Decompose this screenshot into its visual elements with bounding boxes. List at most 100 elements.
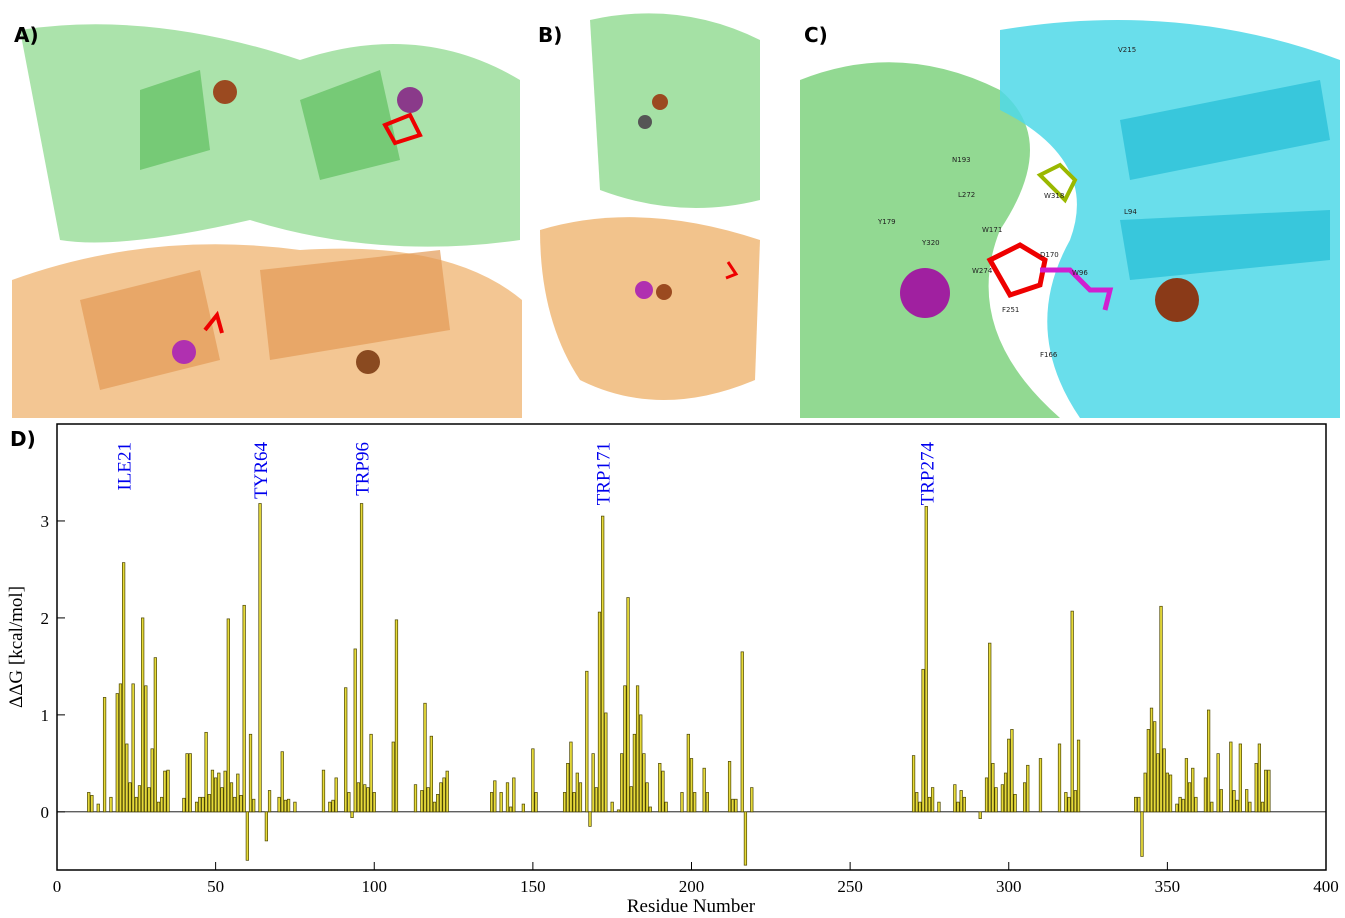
bar (743, 811, 748, 866)
bar (1064, 792, 1068, 813)
y-tick-label: 1 (41, 706, 50, 725)
annotation: TRP96 (353, 442, 374, 496)
bar (623, 685, 627, 813)
bar (1022, 782, 1027, 813)
bar (645, 782, 649, 813)
bar (632, 733, 637, 813)
bar (1013, 794, 1017, 813)
bar (1191, 767, 1195, 813)
bar (229, 782, 234, 813)
bar (426, 787, 430, 813)
bar (394, 619, 399, 813)
bar (372, 792, 376, 813)
residue-label: W96 (1072, 269, 1088, 277)
bar (1026, 764, 1030, 813)
bar (413, 784, 418, 813)
bar (128, 782, 132, 813)
residue-label: F166 (1040, 351, 1058, 359)
bar (1206, 709, 1211, 813)
panel-b-image (540, 13, 760, 400)
bar (521, 803, 525, 813)
bar (334, 777, 338, 813)
bar (686, 733, 690, 813)
bar (575, 772, 579, 813)
bar (921, 668, 925, 813)
bar (1229, 741, 1233, 813)
bar (924, 506, 928, 813)
bar (201, 796, 205, 813)
bar (578, 782, 583, 813)
bar (1238, 743, 1242, 813)
bar (1162, 748, 1166, 813)
panel-a-image (12, 12, 522, 418)
bar (1156, 753, 1160, 813)
bar (591, 753, 595, 813)
bar (588, 811, 592, 827)
bar (1232, 790, 1236, 813)
bar (988, 642, 992, 813)
bar (363, 784, 367, 813)
bar (87, 792, 91, 813)
bar (194, 801, 199, 813)
bar (356, 782, 361, 813)
bar (930, 787, 935, 813)
bar (163, 770, 167, 813)
bar (639, 714, 643, 813)
bar (264, 811, 269, 842)
bar (1168, 774, 1173, 813)
bar (283, 799, 288, 813)
bar (1137, 796, 1141, 813)
bar (731, 798, 735, 813)
bar (1175, 803, 1179, 813)
bar (1235, 799, 1239, 813)
bar (953, 784, 957, 813)
bar (420, 790, 424, 813)
bar (220, 787, 224, 813)
bar (344, 687, 348, 813)
bar (153, 657, 157, 813)
bar (601, 515, 605, 813)
bar (147, 787, 151, 813)
bar (1057, 743, 1062, 813)
bar (96, 803, 100, 813)
bar (499, 792, 503, 813)
annotation: TRP274 (917, 442, 938, 506)
bar (1010, 729, 1014, 813)
bar (252, 798, 256, 813)
bar (626, 597, 630, 813)
bar (1134, 796, 1138, 813)
residue-label: Y320 (921, 239, 940, 247)
bar (166, 769, 170, 813)
bar (233, 796, 237, 813)
bar (927, 796, 932, 813)
bar (102, 697, 107, 813)
bar (204, 731, 208, 813)
bar (1267, 769, 1271, 813)
bar (689, 758, 694, 813)
bar (188, 753, 192, 813)
bar (661, 770, 665, 813)
bar (321, 769, 326, 813)
panel-label: B) (538, 23, 562, 47)
bar (134, 796, 138, 813)
bar (217, 772, 221, 813)
bar (369, 733, 373, 813)
bar (1264, 769, 1268, 813)
bar (245, 811, 249, 861)
bar (1143, 772, 1147, 813)
bar (239, 794, 243, 813)
bar (109, 796, 113, 813)
bar (505, 782, 510, 813)
bar (328, 801, 332, 813)
bar (137, 785, 142, 813)
bar (445, 770, 449, 813)
bar (1219, 789, 1223, 813)
bar (1000, 784, 1005, 813)
bar (750, 787, 754, 813)
bar (572, 792, 576, 813)
residue-label: D170 (1040, 251, 1059, 259)
x-tick-label: 350 (1155, 877, 1181, 896)
y-axis-title: ΔΔG [kcal/mol] (6, 586, 27, 708)
bar (911, 755, 916, 813)
